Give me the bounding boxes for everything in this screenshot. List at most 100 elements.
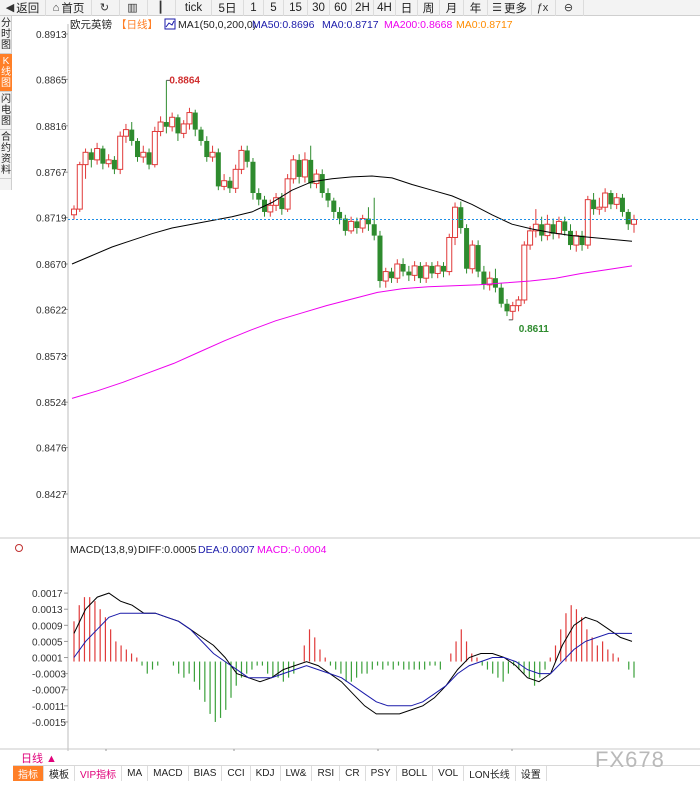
indicator-tab-10[interactable]: CR: [340, 765, 366, 781]
candle-body-down: [88, 152, 94, 160]
macd-tick-label: 0.0005: [32, 637, 63, 648]
candle-body-down: [227, 180, 233, 189]
home-icon: ⌂: [52, 1, 60, 14]
macd-dea-line: [73, 612, 632, 707]
toolbar-period-7-button[interactable]: 1: [244, 0, 264, 16]
price-tick-label: 0.8622: [36, 305, 67, 316]
indicator-tab-4[interactable]: MACD: [148, 765, 189, 781]
toolbar-bar-chart-button[interactable]: ▥: [120, 0, 148, 16]
legend-ma0b: MA0:0.8717: [456, 19, 513, 31]
legend-symbol: 欧元英镑: [70, 18, 112, 31]
toolbar-period-14-button[interactable]: 日: [396, 0, 418, 16]
candle-body-down: [608, 193, 614, 205]
price-tick-label: 0.8670: [36, 260, 67, 271]
toolbar-back-arrow-button[interactable]: ◀ 返回: [0, 0, 46, 16]
toolbar-period-5-button[interactable]: tick: [176, 0, 212, 16]
candle-body-up: [631, 219, 637, 225]
indicator-tab-3[interactable]: MA: [122, 765, 149, 781]
sidebar-tab-2[interactable]: 闪电图: [0, 92, 12, 130]
toolbar-period-8-button[interactable]: 5: [264, 0, 284, 16]
candle-body-up: [122, 129, 129, 137]
indicator-settings-icon[interactable]: [164, 18, 176, 30]
candle-body-up: [544, 223, 551, 237]
toolbar-label: 5: [270, 1, 277, 14]
toolbar-label: 30: [312, 1, 325, 14]
macd-legend-macd: MACD:-0.0004: [257, 544, 327, 556]
candle-body-up: [186, 112, 193, 125]
indicator-tab-13[interactable]: VOL: [433, 765, 465, 781]
chart-canvas[interactable]: 0.8913 0.8865 0.8816 0.8767 0.8719 0.8670 0.86…: [0, 16, 700, 751]
toolbar-period-10-button[interactable]: 30: [308, 0, 330, 16]
candle-body-down: [354, 221, 360, 229]
toolbar-period-15-button[interactable]: 周: [418, 0, 440, 16]
candle-body-up: [469, 244, 476, 270]
indicator-tab-5[interactable]: BIAS: [189, 765, 223, 781]
candle-body-up: [301, 159, 308, 178]
candle-body-down: [256, 193, 262, 200]
toolbar-refresh-button[interactable]: ↻: [92, 0, 120, 16]
toolbar-period-11-button[interactable]: 60: [330, 0, 352, 16]
price-tick-label: 0.8865: [36, 75, 67, 86]
indicator-tab-0[interactable]: 指标: [13, 765, 44, 781]
refresh-icon: ↻: [99, 2, 110, 14]
candle-body-up: [602, 192, 609, 208]
legend-ma-main: MA1(50,0,200,0): [178, 19, 256, 31]
candle-body-up: [359, 218, 366, 229]
candle-body-down: [250, 161, 256, 194]
candle-body-down: [389, 271, 395, 279]
candle-body-up: [313, 173, 320, 185]
toolbar-period-17-button[interactable]: 年: [464, 0, 488, 16]
indicator-tab-2[interactable]: VIP指标: [75, 765, 123, 781]
indicator-tab-15[interactable]: 设置: [516, 765, 547, 781]
candle-body-up: [521, 244, 528, 301]
candle-body-up: [394, 263, 401, 279]
sidebar-tab-1[interactable]: K线图: [0, 54, 12, 92]
candle-body-up: [348, 220, 355, 232]
period-selector[interactable]: 日线 ▲: [21, 753, 57, 765]
indicator-tab-11[interactable]: PSY: [366, 765, 397, 781]
candle-body-down: [371, 224, 377, 236]
indicator-tab-6[interactable]: CCI: [222, 765, 251, 781]
candle-body-down: [129, 129, 135, 141]
sidebar-tab-3[interactable]: 合约资料: [0, 130, 12, 179]
candle-body-up: [446, 236, 453, 273]
candle-body-down: [567, 230, 573, 246]
toolbar-label: 日: [400, 2, 413, 15]
toolbar-label: 15: [289, 1, 302, 14]
candle-body-up: [209, 151, 216, 158]
toolbar-label: 5日: [218, 2, 237, 15]
candle-body-down: [406, 271, 412, 276]
macd-tick-label: -0.0003: [32, 670, 66, 681]
toolbar-period-16-button[interactable]: 月: [440, 0, 464, 16]
toolbar-period-6-button[interactable]: 5日: [212, 0, 244, 16]
candle-body-down: [244, 150, 250, 162]
indicator-tab-8[interactable]: LW&: [281, 765, 313, 781]
candle-body-down: [550, 224, 556, 234]
candle-body-up: [238, 149, 245, 170]
toolbar-candlestick-button[interactable]: ┃: [148, 0, 176, 16]
indicator-tab-12[interactable]: BOLL: [397, 765, 434, 781]
toolbar-period-9-button[interactable]: 15: [284, 0, 308, 16]
candle-body-up: [169, 116, 176, 128]
candle-body-up: [290, 159, 297, 180]
candle-body-up: [584, 199, 591, 246]
toolbar-formula-button[interactable]: ƒx: [532, 0, 556, 16]
toolbar-more-button[interactable]: ☰ 更多: [488, 0, 532, 16]
macd-legend-name: MACD(13,8,9): [70, 544, 137, 556]
macd-settings-icon[interactable]: [15, 544, 23, 552]
indicator-tab-7[interactable]: KDJ: [251, 765, 281, 781]
candle-body-up: [423, 265, 430, 279]
toolbar-period-13-button[interactable]: 4H: [374, 0, 396, 16]
sidebar-tab-0[interactable]: 分时图: [0, 16, 12, 54]
indicator-tab-9[interactable]: RSI: [312, 765, 341, 781]
bar-chart-icon: ▥: [127, 2, 138, 14]
toolbar-label: 返回: [16, 2, 40, 15]
price-tick-label: 0.8476: [36, 444, 67, 455]
candle-body-down: [163, 122, 169, 127]
indicator-tab-14[interactable]: LON长线: [464, 765, 516, 781]
toolbar-zoom-out-button[interactable]: ⊖: [556, 0, 584, 16]
toolbar-period-12-button[interactable]: 2H: [352, 0, 374, 16]
back-arrow-icon: ◀: [5, 2, 15, 14]
toolbar-home-button[interactable]: ⌂ 首页: [46, 0, 92, 16]
indicator-tab-1[interactable]: 模板: [44, 765, 75, 781]
